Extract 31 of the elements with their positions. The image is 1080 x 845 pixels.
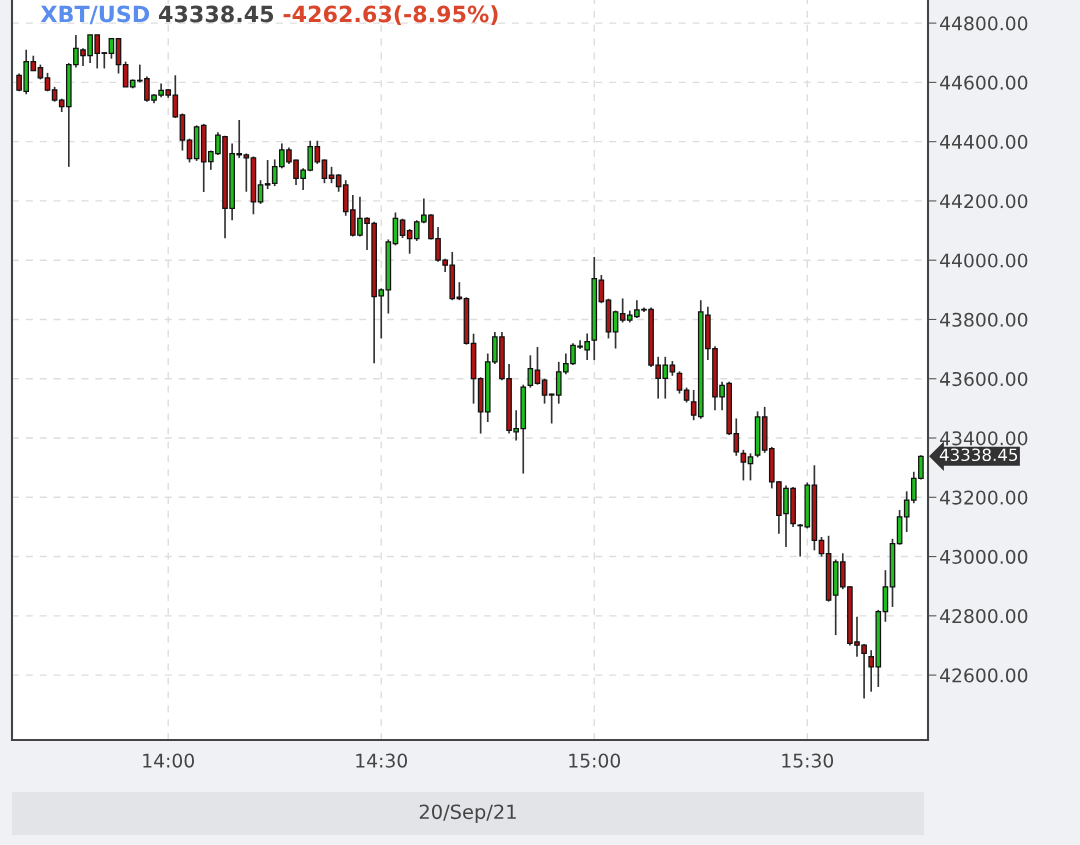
chart-title: XBT/USD: [40, 5, 150, 25]
candlestick: [676, 370, 683, 395]
y-tick-label: 43000.00: [940, 549, 1028, 564]
y-tick-label: 44800.00: [940, 16, 1028, 31]
y-tick-label: 44400.00: [940, 134, 1028, 150]
y-tick-label: 42800.00: [940, 609, 1028, 624]
x-tick-label: 14:30: [356, 753, 408, 768]
y-tick-label: 43200.00: [940, 490, 1028, 505]
y-tick-label: 43800.00: [940, 312, 1028, 327]
y-tick-label: 42600.00: [940, 668, 1028, 683]
x-tick-label: 15:00: [569, 753, 621, 768]
candlestick: [612, 309, 619, 350]
text: 20/Sep/21: [419, 804, 516, 823]
x-tick-label: 14:00: [143, 753, 194, 768]
candlestick: [541, 377, 548, 405]
y-tick-label: 43400.00: [940, 431, 1028, 446]
y-tick-label: 43600.00: [940, 371, 1028, 387]
candlestick: [747, 452, 754, 482]
y-tick-label: 44000.00: [940, 253, 1028, 268]
candlestick: [534, 346, 541, 386]
candlestick: [740, 449, 747, 482]
x-tick-label: 15:30: [782, 753, 834, 768]
candlestick: [264, 159, 271, 190]
candlestick: [321, 158, 328, 184]
candlestick: [598, 274, 605, 305]
y-tick-label: 44200.00: [940, 194, 1028, 209]
annotation: -4262.63(-8.95%): [283, 5, 498, 25]
candlestick: [527, 354, 534, 389]
y-tick-label: 44600.00: [940, 75, 1028, 90]
annotation: 43338.45: [939, 448, 1018, 462]
chart-subtitle: 43338.45: [158, 5, 274, 23]
